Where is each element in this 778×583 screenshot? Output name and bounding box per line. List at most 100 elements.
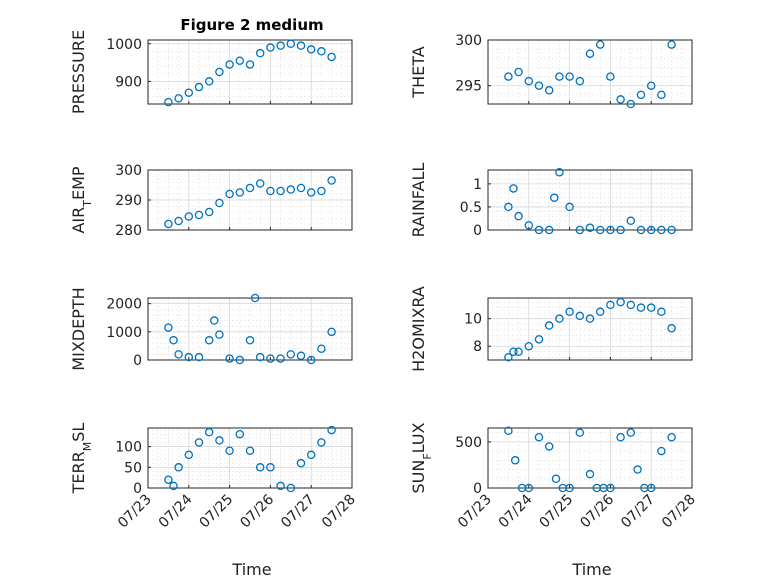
data-point	[194, 210, 204, 220]
data-point	[184, 352, 194, 362]
data-point	[646, 303, 656, 312]
data-series	[504, 426, 676, 493]
data-point	[606, 300, 615, 310]
data-point	[276, 41, 285, 50]
data-point	[550, 193, 559, 202]
data-point	[327, 425, 336, 435]
y-tick-label: 295	[455, 79, 482, 95]
data-point	[544, 86, 554, 95]
data-point	[327, 327, 336, 337]
data-point	[616, 432, 625, 442]
axes-panel: 295 300 THETA	[409, 33, 693, 109]
x-axis-label: Time	[231, 560, 271, 579]
x-axis-label: Time	[571, 560, 611, 579]
data-point	[534, 335, 544, 344]
axes-border	[147, 297, 353, 361]
axes-panel: 0 500 07/23 07/24 07/25 07/26 07/27 07/28 SUNFLU…	[409, 422, 699, 579]
data-point	[595, 40, 605, 49]
data-point	[575, 76, 585, 86]
data-point	[296, 183, 306, 193]
data-point	[565, 307, 574, 317]
data-point	[164, 323, 173, 332]
axes-panel: 0 1000 2000 MIXDEPTH	[69, 287, 353, 371]
data-point	[504, 202, 513, 212]
data-point	[286, 39, 296, 49]
data-point	[667, 225, 676, 235]
data-point	[245, 336, 255, 345]
data-point	[194, 438, 204, 447]
x-tick-label: 07/28	[319, 492, 359, 532]
data-point	[646, 225, 656, 235]
data-point	[544, 321, 554, 330]
data-point	[667, 40, 676, 49]
axes-panel: 900 1000 PRESSURE	[69, 30, 353, 114]
data-point	[667, 324, 676, 333]
axes-border	[147, 427, 353, 489]
data-point	[225, 446, 234, 456]
y-axis-label-part: TERR	[69, 451, 88, 494]
data-point	[194, 352, 204, 362]
data-point	[646, 483, 656, 493]
data-point	[514, 67, 523, 77]
data-point	[585, 223, 595, 232]
data-point	[616, 225, 625, 235]
data-point	[204, 207, 214, 217]
data-point	[636, 225, 646, 235]
y-axis-label-part: AIR	[69, 207, 88, 234]
data-series	[504, 297, 676, 362]
data-point	[510, 456, 520, 465]
data-point	[509, 347, 518, 356]
axes-border	[147, 169, 353, 231]
data-point	[606, 72, 615, 81]
y-tick-label: 1000	[106, 325, 142, 341]
y-axis-label-part: SUN	[409, 460, 428, 494]
data-point	[504, 72, 513, 81]
data-point	[255, 352, 265, 362]
y-tick-label: 8	[473, 339, 482, 355]
x-tick-label: 07/26	[577, 491, 617, 531]
axes-panel: 280 290 300 AIRTEMP	[69, 163, 353, 239]
data-point	[296, 41, 306, 50]
data-point	[245, 446, 255, 456]
data-point	[626, 216, 636, 226]
y-axis-label: PRESSURE	[69, 30, 88, 114]
data-point	[636, 90, 646, 100]
data-point	[164, 219, 173, 229]
data-point	[215, 67, 224, 77]
data-point	[317, 344, 326, 353]
x-tick-label: 07/27	[618, 492, 658, 532]
data-point	[327, 176, 336, 185]
data-point	[544, 442, 554, 451]
data-point	[306, 450, 316, 460]
data-point	[327, 52, 336, 62]
axes-panel: 0 0.5 1 RAINFALL	[409, 163, 693, 239]
x-tick-label: 07/25	[537, 492, 577, 532]
data-point	[174, 350, 183, 359]
data-point	[266, 43, 275, 52]
data-point	[169, 336, 178, 345]
data-point	[184, 88, 194, 97]
data-point	[296, 351, 306, 361]
data-point	[646, 81, 656, 90]
data-point	[606, 225, 615, 235]
data-point	[606, 483, 615, 493]
data-point	[235, 56, 245, 65]
data-point	[565, 72, 574, 81]
axes-border	[487, 297, 693, 361]
y-axis-label: SUNFLUX	[409, 422, 434, 493]
data-point	[616, 95, 625, 104]
data-point	[585, 314, 595, 323]
data-point	[184, 450, 194, 460]
data-point	[194, 82, 204, 92]
data-series	[504, 40, 676, 109]
y-axis-label: H2OMIXRA	[409, 286, 428, 372]
data-point	[633, 465, 642, 474]
data-point	[657, 225, 666, 235]
x-tick-label: 07/24	[496, 491, 536, 531]
data-point	[266, 186, 275, 196]
data-point	[575, 428, 585, 437]
data-point	[657, 90, 666, 100]
y-tick-label: 2000	[106, 297, 142, 313]
